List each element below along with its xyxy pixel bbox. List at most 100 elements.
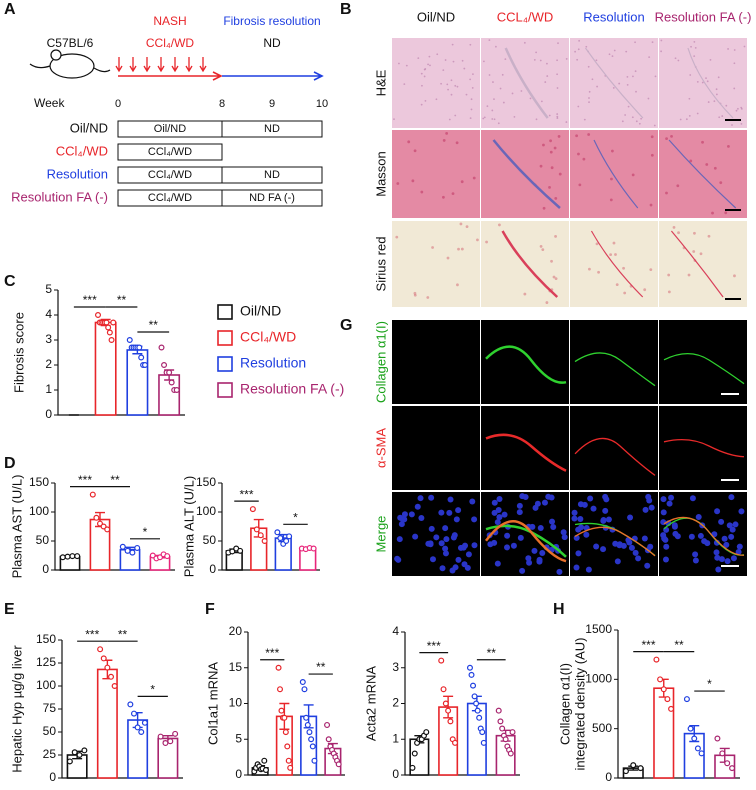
nucleus (728, 494, 735, 501)
week-tick: 8 (219, 98, 225, 110)
fluorescence-image (392, 320, 480, 404)
nucleus (556, 568, 563, 575)
stain (663, 516, 745, 556)
data-point (173, 387, 180, 394)
y-tick-label: 0 (209, 562, 216, 576)
nucleus (583, 531, 590, 538)
significance-label: *** (85, 627, 99, 641)
y-axis-label: Col1a1 mRNA (205, 662, 220, 745)
nucleus (688, 533, 695, 540)
texture (733, 49, 736, 51)
fluorescence-image (659, 320, 747, 404)
data-point (89, 491, 96, 498)
texture (621, 120, 624, 123)
texture (469, 43, 472, 46)
legend-swatch (217, 382, 233, 398)
nucleus (692, 557, 699, 564)
panel-label: A (4, 1, 16, 18)
data-point (724, 760, 731, 767)
nucleus (605, 516, 612, 523)
data-point (657, 676, 664, 683)
y-tick-label: 0 (605, 770, 612, 784)
data-point (257, 532, 264, 539)
data-point (129, 549, 136, 556)
texture (667, 273, 671, 277)
texture (692, 250, 696, 253)
nucleus (721, 535, 728, 542)
texture (413, 149, 417, 153)
texture (610, 149, 614, 153)
y-tick-label: 0 (235, 767, 242, 781)
texture (731, 124, 733, 126)
phase-diet: ND (263, 36, 281, 50)
nucleus (429, 556, 436, 563)
nucleus (447, 496, 454, 503)
timeline-red (118, 71, 223, 81)
nucleus (689, 495, 696, 502)
texture (436, 53, 439, 56)
texture (413, 293, 417, 297)
nucleus (534, 500, 541, 507)
micrograph (392, 221, 480, 307)
texture (476, 238, 479, 242)
texture (626, 83, 629, 86)
data-point (691, 735, 698, 742)
texture (485, 240, 488, 244)
texture (647, 97, 650, 100)
texture (445, 131, 449, 135)
stain (574, 352, 656, 387)
bar (653, 687, 675, 779)
schedule-text: ND (264, 123, 280, 135)
data-point (168, 379, 175, 386)
fibrosis-streak (593, 139, 639, 209)
significance-label: *** (78, 473, 92, 487)
texture (423, 75, 426, 78)
y-tick-label: 1 (392, 731, 399, 745)
data-point (304, 721, 311, 728)
data-point (495, 707, 502, 714)
y-tick-label: 10 (229, 696, 243, 710)
texture (597, 270, 600, 274)
texture (693, 55, 696, 58)
row-label: Merge (373, 516, 388, 553)
nucleus (714, 508, 721, 515)
texture (469, 78, 472, 81)
data-point (668, 705, 675, 712)
texture (576, 58, 579, 61)
texture (549, 139, 552, 143)
texture (498, 223, 501, 227)
data-point (306, 729, 313, 736)
texture (693, 231, 696, 235)
nucleus (571, 515, 578, 522)
texture (665, 191, 668, 195)
nucleus (471, 516, 478, 523)
texture (649, 268, 653, 272)
nucleus (697, 532, 704, 539)
nucleus (642, 506, 649, 513)
data-point (507, 750, 514, 757)
texture (640, 117, 643, 120)
fibrosis-streak (492, 139, 561, 209)
texture (609, 253, 613, 257)
nucleus (536, 558, 543, 565)
data-point (261, 757, 268, 764)
data-point (126, 337, 133, 344)
texture (533, 58, 536, 61)
fibrosis-streak (687, 47, 734, 119)
data-point (447, 718, 454, 725)
data-point (166, 369, 173, 376)
column-header: CCL₄/WD (497, 9, 554, 24)
texture (643, 288, 647, 292)
texture (694, 46, 697, 49)
nucleus (412, 533, 419, 540)
nucleus (516, 502, 523, 509)
texture (733, 87, 736, 90)
data-point (104, 664, 111, 671)
nucleus (439, 565, 446, 572)
texture (455, 141, 459, 145)
data-point (108, 337, 115, 344)
data-point (714, 735, 721, 742)
data-point (111, 682, 118, 689)
texture (727, 48, 729, 50)
texture (650, 153, 654, 157)
